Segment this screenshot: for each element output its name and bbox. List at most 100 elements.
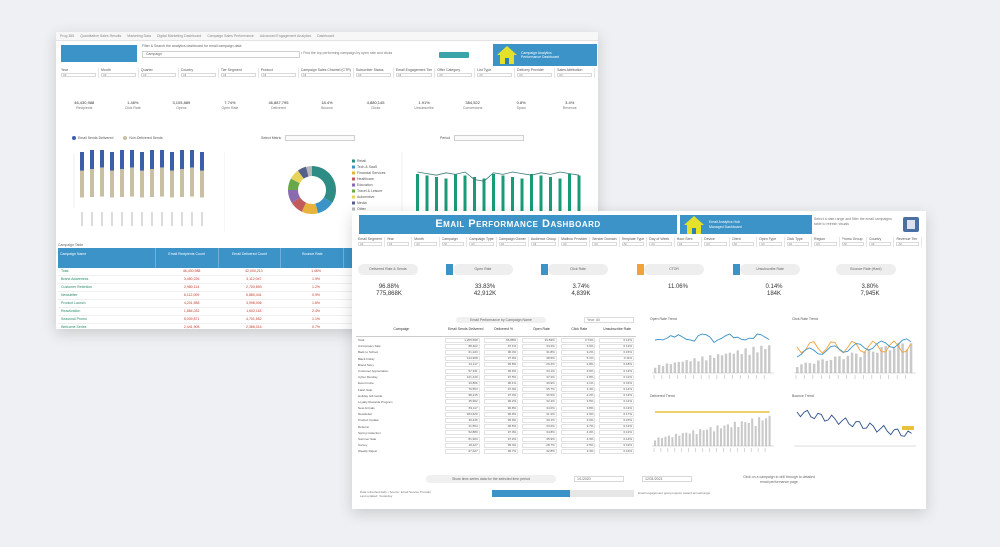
table-row[interactable]: Black Friday 144,908 97.9% 38.6% 5.1% 0.11%	[356, 356, 636, 362]
filter-11[interactable]: Delivery Provider All	[515, 68, 556, 78]
period-slicer[interactable]: Period	[440, 135, 525, 141]
filter-dropdown[interactable]: All	[220, 73, 256, 77]
column-header-3[interactable]: Open Rate	[532, 327, 550, 331]
home-icon[interactable]	[684, 215, 704, 234]
column-header-0[interactable]: Campaign	[393, 327, 410, 331]
kpi-pill-5[interactable]: Bounce Rate (Hard)	[836, 264, 896, 275]
metric-dropdown[interactable]	[285, 135, 356, 141]
filter-12[interactable]: Device All	[702, 237, 730, 247]
table-row[interactable]: Total 1,205,668 96.88% 33.83% 3.74% 0.14%	[356, 337, 636, 343]
filter-dropdown[interactable]: All	[140, 73, 176, 77]
column-header-2[interactable]: Email Delivered Count	[219, 248, 282, 268]
filter-dropdown[interactable]: All	[355, 73, 391, 77]
column-header-5[interactable]: Unsubscribe Rate	[603, 327, 632, 331]
tab-5[interactable]: Advanced Engagement Analytics	[259, 34, 312, 38]
filter-dropdown[interactable]: All	[896, 242, 919, 246]
filter-3[interactable]: Campaign All	[440, 237, 468, 247]
filter-dropdown[interactable]: All	[814, 242, 837, 246]
filter-11[interactable]: Hour Sent All	[675, 237, 703, 247]
filter-5[interactable]: Campaign Owner All	[497, 237, 529, 247]
filter-dropdown[interactable]: All	[786, 242, 810, 246]
report-icon[interactable]	[903, 217, 919, 232]
date-to-input[interactable]: 12/31/2021	[642, 476, 692, 482]
tab-4[interactable]: Campaign Sales Performance	[207, 34, 254, 38]
filter-8[interactable]: Sender Domain All	[590, 237, 620, 247]
filter-dropdown[interactable]: All	[260, 73, 296, 77]
table-year-slicer[interactable]: Year: All	[584, 317, 634, 323]
filter-4[interactable]: Campaign Type All	[467, 237, 497, 247]
filter-dropdown[interactable]: All	[61, 73, 96, 77]
search-button[interactable]	[439, 52, 469, 58]
table-row[interactable]: Customer Appreciation 57,331 96.6% 33.1% 3.6…	[356, 368, 636, 374]
tab-6[interactable]: Dashboard	[317, 34, 335, 38]
column-header-4[interactable]: Click Rate	[571, 327, 588, 331]
filter-4[interactable]: Tier Segment All	[219, 68, 259, 78]
filter-dropdown[interactable]: All	[704, 242, 727, 246]
filter-9[interactable]: Template Type All	[620, 237, 648, 247]
filter-dropdown[interactable]: All	[676, 242, 700, 246]
search-input[interactable]: Campaign	[142, 51, 300, 58]
filter-13[interactable]: Client All	[730, 237, 758, 247]
metric-slicer[interactable]: Select Metric	[261, 135, 356, 141]
filter-dropdown[interactable]: All	[731, 242, 755, 246]
column-header-2[interactable]: Delivered %	[494, 327, 514, 331]
filter-2[interactable]: Quarter All	[139, 68, 179, 78]
table-row[interactable]: Cyber Monday 121,440 97.5% 37.2% 4.8% 0.12%	[356, 374, 636, 380]
filter-dropdown[interactable]: All	[592, 242, 617, 246]
table-row[interactable]: Summer Sale 81,903 97.2% 35.9% 4.3% 0.14%	[356, 436, 636, 442]
filter-dropdown[interactable]: All	[100, 73, 136, 77]
kpi-pill-2[interactable]: Click Rate	[548, 264, 608, 275]
filter-10[interactable]: List Type All	[475, 68, 516, 78]
column-header-1[interactable]: Email Sends Delivered	[448, 327, 484, 331]
kpi-pill-0[interactable]: Delivered Rate & Sends	[358, 264, 418, 275]
filter-2[interactable]: Month All	[412, 237, 440, 247]
filter-7[interactable]: Subscriber Status All	[354, 68, 394, 78]
filter-dropdown[interactable]: All	[498, 242, 526, 246]
period-dropdown[interactable]	[454, 135, 525, 141]
table-row[interactable]: Product Update 39,446 95.9% 30.1% 3.0% 0.15%	[356, 417, 636, 424]
column-header-3[interactable]: Bounce Rate	[281, 248, 345, 268]
kpi-pill-3[interactable]: CTOR	[644, 264, 704, 275]
filter-6[interactable]: Audience Group All	[529, 237, 560, 247]
filter-8[interactable]: Email Engagement Tier All	[394, 68, 436, 78]
table-row[interactable]: Anniversary Sale 88,402 97.1% 34.2% 3.9% 0.12…	[356, 343, 636, 349]
filter-15[interactable]: Click Type All	[785, 237, 813, 247]
filter-dropdown[interactable]: All	[868, 242, 892, 246]
filter-19[interactable]: Revenue Tier All	[894, 237, 922, 247]
column-header-1[interactable]: Email Recipients Count	[156, 248, 219, 268]
table-row[interactable]: Brand Story 42,117 95.8% 29.4% 2.8% 0.18%	[356, 362, 636, 368]
table-row[interactable]: Survey 18,227 95.4% 28.7% 2.5% 0.19%	[356, 442, 636, 448]
filter-dropdown[interactable]: All	[386, 242, 410, 246]
filter-dropdown[interactable]: All	[557, 73, 593, 77]
filter-dropdown[interactable]: All	[477, 73, 513, 77]
filter-10[interactable]: Day of Week All	[647, 237, 675, 247]
filter-dropdown[interactable]: All	[469, 242, 494, 246]
filter-17[interactable]: Promo Group All	[840, 237, 867, 247]
filter-dropdown[interactable]: All	[395, 73, 433, 77]
table-row[interactable]: New Arrivals 69,117 96.8% 34.0% 3.8% 0.13%	[356, 405, 636, 411]
filter-dropdown[interactable]: All	[414, 242, 437, 246]
table-row[interactable]: Loyalty Rewards Program 45,902 96.2% 32.4% 3…	[356, 399, 636, 405]
table-row[interactable]: Weekly Digest 67,027 96.7% 32.8% 3.3% 0.16%	[356, 448, 636, 454]
table-row[interactable]: Holiday Gift Guide 98,215 97.3% 36.5% 4.2% 0.…	[356, 393, 636, 399]
filter-14[interactable]: Open Type All	[757, 237, 785, 247]
filter-dropdown[interactable]: All	[841, 242, 864, 246]
tab-3[interactable]: Digital Marketing Dashboard	[157, 34, 202, 38]
filter-dropdown[interactable]: All	[180, 73, 216, 77]
filter-9[interactable]: Offer Category All	[435, 68, 476, 78]
date-from-input[interactable]: 1/1/2020	[574, 476, 624, 482]
kpi-pill-1[interactable]: Open Rate	[453, 264, 513, 275]
tab-0[interactable]: Prog 365	[60, 34, 75, 38]
filter-dropdown[interactable]: All	[649, 242, 672, 246]
filter-dropdown[interactable]: All	[530, 242, 557, 246]
table-row[interactable]: Back to School 61,220 96.4% 31.8% 3.2% 0.15%	[356, 349, 636, 355]
table-row[interactable]: Newsletter 184,620 96.9% 31.2% 2.9% 0.17%	[356, 411, 636, 417]
filter-0[interactable]: Year All	[59, 68, 99, 78]
filter-0[interactable]: Email Segment All	[356, 237, 385, 247]
filter-dropdown[interactable]: All	[561, 242, 588, 246]
filter-dropdown[interactable]: All	[437, 73, 473, 77]
filter-7[interactable]: Mailbox Provider All	[559, 237, 591, 247]
filter-5[interactable]: Product All	[259, 68, 299, 78]
tab-1[interactable]: Quantitative Sales Results	[80, 34, 122, 38]
filter-16[interactable]: Region All	[812, 237, 840, 247]
